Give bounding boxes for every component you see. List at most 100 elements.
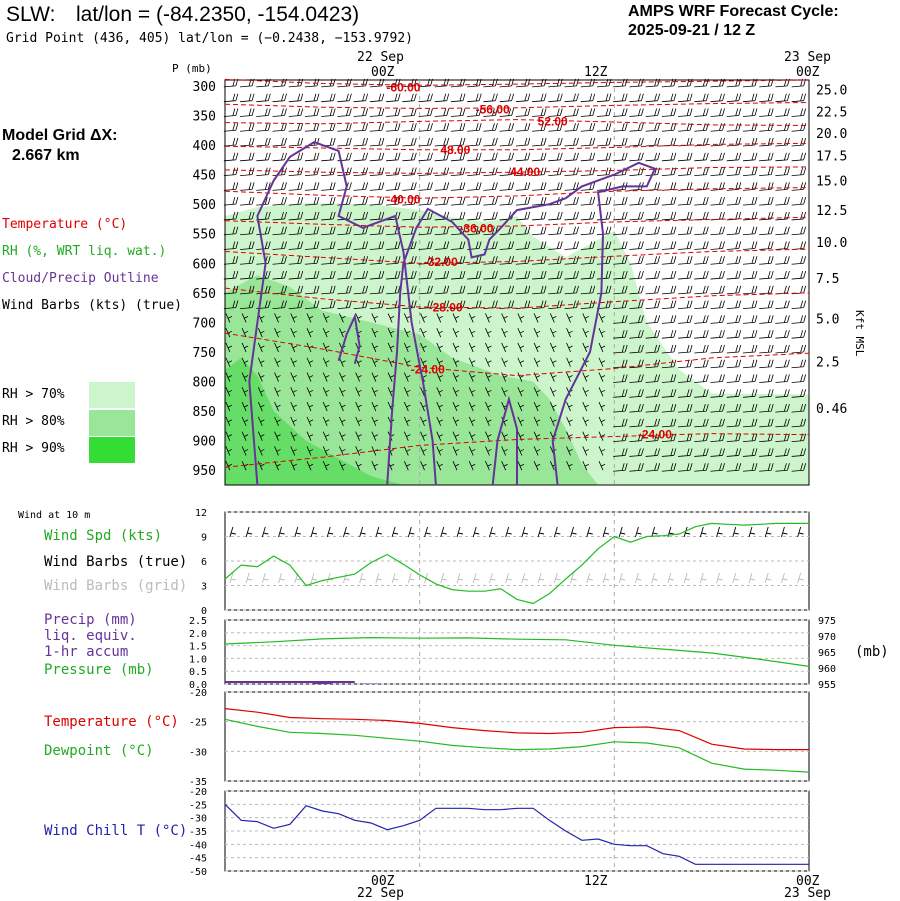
wind-barb <box>223 108 239 117</box>
wind-panel-ytick: 9 <box>201 533 207 544</box>
wind-barb <box>742 211 758 221</box>
wind-barb <box>256 226 271 236</box>
wind-barb <box>434 93 450 103</box>
wind-barb <box>499 167 515 176</box>
wind-barb <box>483 211 498 221</box>
wind-barb <box>240 300 255 310</box>
wind-barb <box>564 123 579 132</box>
temperature-panel-ytick: -35 <box>189 777 207 788</box>
wind-barb <box>371 416 379 427</box>
wind-barb <box>468 416 476 427</box>
wind-barb <box>403 387 411 397</box>
wind-barb <box>598 401 606 412</box>
wind-barb <box>274 431 281 441</box>
top-tick-12z: 12Z <box>584 65 608 80</box>
legend-rh80-swatch <box>89 410 135 436</box>
wind-barb <box>694 137 709 147</box>
wind-barb <box>742 197 758 206</box>
wind-barb <box>629 197 644 206</box>
bottom-tick-00z-left: 00Z <box>371 874 395 889</box>
wind-barb <box>710 270 725 280</box>
dewpoint-line <box>224 718 810 773</box>
wind-barb <box>468 372 476 382</box>
wind-barb-true <box>424 526 431 538</box>
wind-barb <box>321 108 336 117</box>
legend-wind-chill: Wind Chill T (°C) <box>44 823 188 839</box>
wind-barb <box>369 137 385 147</box>
wind-barb <box>629 463 644 472</box>
temperature-panel-ytick: -30 <box>189 747 207 758</box>
wind-barb <box>742 78 758 88</box>
wind-barb <box>532 241 547 250</box>
wind-barb-grid <box>537 572 545 584</box>
wind-barb <box>775 403 790 413</box>
wind-chill-panel-frame <box>224 790 810 872</box>
wind-barb <box>759 256 774 265</box>
wind-barb <box>533 357 541 367</box>
wind-barb <box>791 182 807 191</box>
wind-barb <box>418 137 433 147</box>
wind-barb <box>223 241 239 250</box>
wind-barb <box>420 313 427 323</box>
wind-barb <box>485 416 492 427</box>
top-tick-00z-left: 00Z <box>371 65 395 80</box>
wind-barb <box>290 431 297 441</box>
wind-barb <box>645 389 661 398</box>
pressure-tick-label: 900 <box>193 435 216 450</box>
wind-barb <box>257 431 265 441</box>
pressure-panel-ytick: 1.5 <box>189 642 207 653</box>
temperature-contour <box>224 287 810 309</box>
kft-tick-label: 25.0 <box>816 83 847 98</box>
wind-barb-true <box>245 526 253 538</box>
wind-barb <box>742 270 758 280</box>
wind-barb <box>306 342 314 353</box>
wind-barb <box>436 357 443 367</box>
wind-barb <box>304 300 320 310</box>
pressure-tick-label: 600 <box>193 257 216 272</box>
wind-barb <box>566 401 573 412</box>
wind-barb <box>288 285 304 295</box>
temperature-contour-label: -24.00 <box>638 428 672 442</box>
wind-barb <box>775 167 790 176</box>
wind-barb <box>272 211 287 221</box>
wind-barb <box>533 342 541 353</box>
wind-barb <box>240 211 255 221</box>
wind-barb <box>613 315 628 324</box>
wind-barb <box>306 446 314 456</box>
wind-barb <box>694 403 709 413</box>
wind-barb <box>339 401 346 412</box>
wind-barb <box>645 241 661 250</box>
wind-barb <box>223 137 239 147</box>
wind-barb <box>272 123 287 132</box>
wind-barb <box>290 313 297 323</box>
wind-barb <box>241 342 249 353</box>
wind-barb <box>661 152 677 162</box>
wind-barb <box>452 401 460 412</box>
legend-temperature: Temperature (°C) <box>2 217 128 232</box>
wind-barb <box>371 328 379 338</box>
wind-barb <box>564 197 579 206</box>
pressure-tick-label: 400 <box>193 139 216 154</box>
wind-barb <box>791 418 807 428</box>
wind-barb <box>598 313 606 323</box>
wind-barb <box>403 446 411 456</box>
wind-barb <box>450 285 466 295</box>
wind-barb <box>742 300 758 310</box>
wind-barb <box>549 313 557 323</box>
wind-barb <box>274 313 281 323</box>
wind-barb <box>726 78 742 88</box>
wind-panel-ytick: 0 <box>201 606 207 617</box>
station-id: SLW: <box>6 3 56 26</box>
wind-barb <box>694 108 709 117</box>
wind-barb <box>613 330 628 339</box>
wind-barb <box>386 167 401 176</box>
wind-barb <box>742 167 758 176</box>
wind-barb <box>353 152 369 162</box>
wind-barb <box>467 167 482 176</box>
wind-barb-grid <box>440 572 447 584</box>
wind-barb <box>710 433 725 443</box>
wind-barb <box>710 300 725 310</box>
pressure-panel-ytick: 0.0 <box>189 680 207 691</box>
wind-barb <box>321 241 336 250</box>
wind-barb-true <box>261 526 269 538</box>
